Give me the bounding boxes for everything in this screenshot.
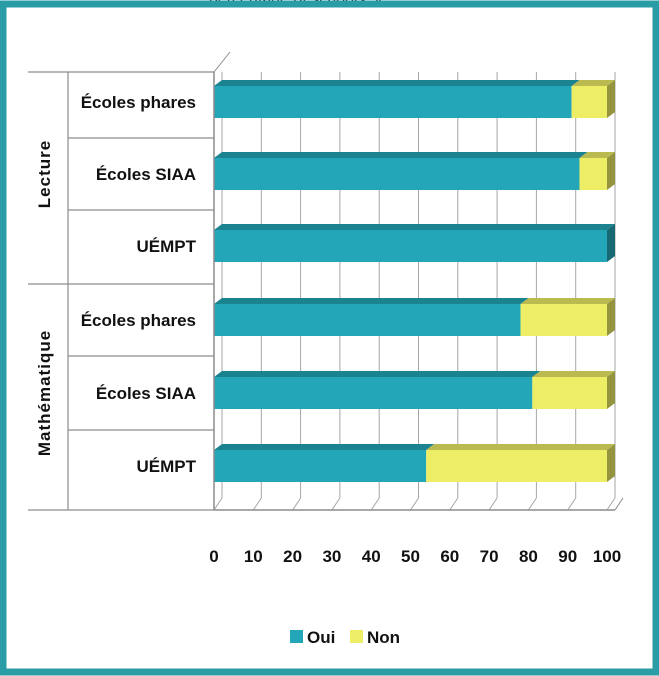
category-label: Écoles SIAA xyxy=(96,384,196,403)
bar-side-4 xyxy=(607,371,615,409)
x-tick-label: 20 xyxy=(283,547,302,566)
gridline-floor xyxy=(370,497,380,511)
gridline-floor xyxy=(527,497,537,511)
x-tick-label: 40 xyxy=(362,547,381,566)
bar-top-oui-0 xyxy=(214,80,580,86)
category-label: Écoles phares xyxy=(81,93,196,112)
bar-top-non-3 xyxy=(520,298,615,304)
bar-top-oui-4 xyxy=(214,371,541,377)
category-label: UÉMPT xyxy=(137,457,197,476)
gridlines xyxy=(213,72,616,511)
bar-side-1 xyxy=(607,152,615,190)
x-tick-label: 30 xyxy=(322,547,341,566)
bar-top-oui-2 xyxy=(214,224,615,230)
x-tick-label: 50 xyxy=(401,547,420,566)
gridline-floor xyxy=(410,497,419,511)
category-label: Écoles phares xyxy=(81,311,196,330)
axes xyxy=(28,51,624,511)
gridline-floor xyxy=(449,497,459,511)
bar-top-oui-3 xyxy=(214,298,529,304)
group-label: Lecture xyxy=(35,140,54,208)
gridline-floor xyxy=(292,497,302,511)
bar-non-4 xyxy=(532,377,607,409)
bar-oui-1 xyxy=(214,158,580,190)
axis-depth-top xyxy=(213,51,231,73)
bar-oui-5 xyxy=(214,450,427,482)
axis-depth-right xyxy=(614,497,624,511)
gridline-floor xyxy=(567,497,577,511)
category-labels: Écoles phares Écoles SIAA UÉMPT Lecture Écol… xyxy=(35,93,197,476)
x-tick-label: 70 xyxy=(480,547,499,566)
gridline-floor xyxy=(488,497,498,511)
bar-non-5 xyxy=(426,450,607,482)
bar-non-0 xyxy=(571,86,607,118)
legend-swatch-non xyxy=(350,630,363,643)
group-label: Mathématique xyxy=(35,330,54,456)
bar-oui-2 xyxy=(214,230,607,262)
legend-swatch-oui xyxy=(290,630,303,643)
legend: Oui Non xyxy=(290,628,400,647)
legend-label: Oui xyxy=(307,628,335,647)
bar-side-5 xyxy=(607,444,615,482)
category-label: Écoles SIAA xyxy=(96,165,196,184)
bar-oui-0 xyxy=(214,86,572,118)
gridline-floor xyxy=(252,497,262,511)
gridline-floor xyxy=(606,497,616,511)
bar-non-1 xyxy=(579,158,607,190)
x-tick-label: 80 xyxy=(519,547,538,566)
bar-top-non-5 xyxy=(426,444,615,450)
x-tick-label: 60 xyxy=(440,547,459,566)
bars xyxy=(214,80,615,482)
legend-label: Non xyxy=(367,628,400,647)
bar-non-3 xyxy=(520,304,607,336)
bar-top-oui-5 xyxy=(214,444,435,450)
bar-side-2 xyxy=(607,224,615,262)
x-tick-label: 10 xyxy=(244,547,263,566)
gridline-floor xyxy=(331,497,341,511)
bar-side-3 xyxy=(607,298,615,336)
x-tick-labels: 0 10 20 30 40 50 60 70 80 90 100 xyxy=(209,547,621,566)
x-tick-label: 90 xyxy=(558,547,577,566)
bar-side-0 xyxy=(607,80,615,118)
bar-top-non-4 xyxy=(532,371,615,377)
bar-top-oui-1 xyxy=(214,152,588,158)
x-tick-label: 0 xyxy=(209,547,218,566)
x-tick-label: 100 xyxy=(593,547,621,566)
bar-oui-3 xyxy=(214,304,521,336)
bar-top-non-0 xyxy=(571,80,615,86)
bar-oui-4 xyxy=(214,377,533,409)
category-label: UÉMPT xyxy=(137,237,197,256)
gridline-floor xyxy=(213,497,223,511)
bar-top-non-1 xyxy=(579,152,615,158)
